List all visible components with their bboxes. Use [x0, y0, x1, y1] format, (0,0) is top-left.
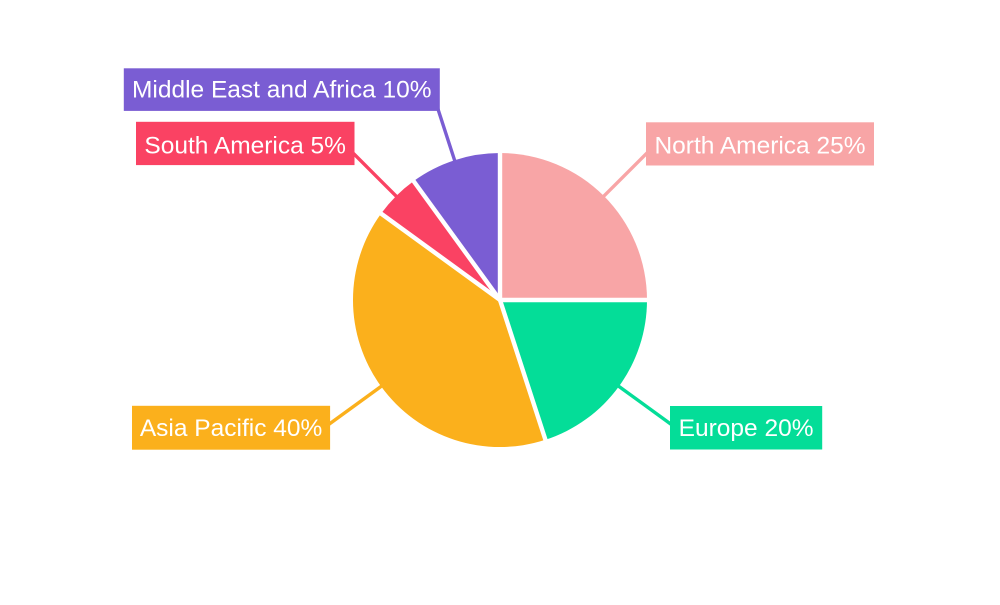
svg-text:South America 5%: South America 5%	[144, 132, 346, 159]
svg-text:Asia Pacific 40%: Asia Pacific 40%	[140, 415, 322, 442]
svg-text:Middle East and Africa 10%: Middle East and Africa 10%	[132, 77, 432, 104]
svg-text:North America 25%: North America 25%	[654, 132, 865, 159]
svg-text:Europe 20%: Europe 20%	[679, 415, 814, 442]
